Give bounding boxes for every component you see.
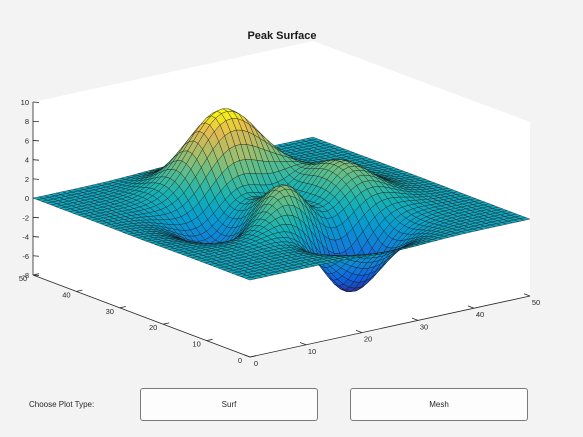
x-tick <box>523 293 531 297</box>
z-tick-label: -2 <box>22 213 29 222</box>
plot-type-label: Choose Plot Type: <box>29 400 95 409</box>
z-tick-label: 10 <box>21 98 29 107</box>
y-tick-label: 50 <box>19 274 27 283</box>
surf-button[interactable]: Surf <box>140 388 318 421</box>
z-tick <box>32 274 40 276</box>
z-tick-label: -8 <box>22 271 29 280</box>
z-tick-label: 2 <box>25 175 29 184</box>
y-tick <box>76 289 83 292</box>
x-tick <box>355 329 363 333</box>
axes-box-floor <box>33 250 530 357</box>
y-tick <box>206 338 213 341</box>
y-tick-label: 10 <box>192 340 200 349</box>
z-tick-label: 0 <box>25 194 29 203</box>
x-tick <box>299 342 307 346</box>
z-tick <box>32 120 40 123</box>
x-tick-label: 0 <box>254 359 258 368</box>
surface-patch <box>245 276 256 281</box>
chart-title: Peak Surface <box>247 30 316 42</box>
z-tick-label: 4 <box>25 156 29 165</box>
x-axis-line <box>249 295 531 358</box>
y-tick <box>163 322 170 325</box>
x-tick-label: 30 <box>420 322 428 331</box>
y-tick <box>119 306 126 309</box>
x-tick <box>467 305 475 309</box>
x-tick-label: 20 <box>364 335 372 344</box>
z-tick <box>32 101 40 103</box>
x-tick-label: 10 <box>308 347 316 356</box>
z-tick <box>32 140 40 142</box>
surface-mesh <box>32 108 531 292</box>
y-tick-label: 30 <box>106 307 114 316</box>
x-tick-label: 50 <box>532 298 540 307</box>
y-tick-label: 20 <box>149 323 157 332</box>
x-tick <box>411 317 419 321</box>
y-tick <box>249 355 257 358</box>
x-tick <box>243 354 251 358</box>
y-tick-label: 40 <box>62 290 70 299</box>
z-tick <box>32 178 40 180</box>
y-tick-label: 0 <box>238 356 242 365</box>
z-tick <box>32 236 40 238</box>
z-tick-label: -6 <box>22 252 29 261</box>
mesh-button[interactable]: Mesh <box>350 388 528 421</box>
z-tick <box>32 216 40 219</box>
x-tick-label: 40 <box>476 310 484 319</box>
z-tick <box>32 255 40 257</box>
z-tick-label: -4 <box>22 233 29 242</box>
z-tick-label: 8 <box>25 117 29 126</box>
z-tick-label: 6 <box>25 136 29 145</box>
z-tick <box>32 159 40 161</box>
y-axis-line <box>32 274 251 358</box>
